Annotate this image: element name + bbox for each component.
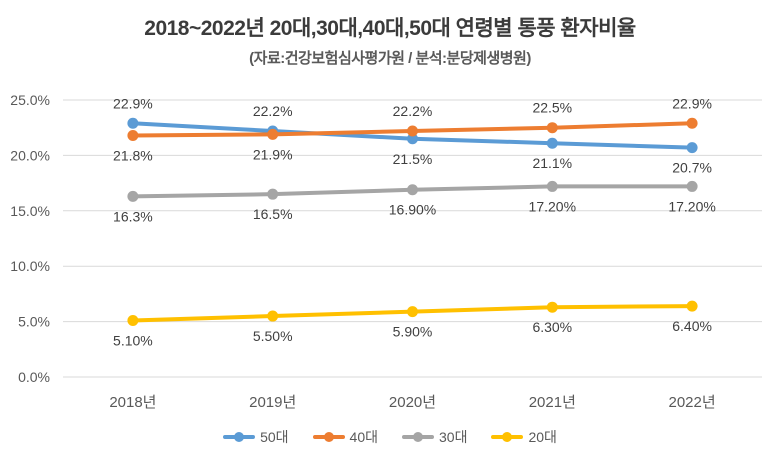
y-axis-tick-label: 10.0% (10, 258, 50, 274)
series-2-point (546, 180, 558, 192)
data-label-series-1: 22.2% (393, 103, 433, 119)
data-label-series-1: 22.9% (672, 95, 712, 111)
series-0-point (127, 117, 139, 129)
series-0-point (407, 133, 418, 145)
y-axis-tick-label: 5.0% (18, 314, 50, 330)
legend-label: 50대 (260, 429, 289, 445)
legend-item-0: 50대 (223, 427, 289, 447)
data-label-series-2: 17.20% (529, 198, 576, 214)
data-label-series-0: 21.5% (393, 151, 433, 167)
x-axis-tick-label: 2018년 (109, 394, 156, 411)
legend-line-dot-icon (312, 432, 345, 442)
legend-label: 40대 (349, 429, 378, 445)
y-axis-tick-label: 25.0% (10, 92, 50, 108)
data-label-series-1: 21.8% (113, 147, 153, 163)
data-label-series-3: 5.50% (253, 328, 293, 344)
data-label-series-2: 16.5% (253, 206, 293, 222)
x-axis-tick-label: 2022년 (669, 394, 716, 411)
series-2-point (686, 180, 698, 192)
series-3-point (267, 310, 279, 322)
data-label-series-2: 17.20% (668, 198, 715, 214)
chart-title: 2018~2022년 20대,30대,40대,50대 연령별 통풍 환자비율 (144, 17, 636, 40)
data-label-series-1: 21.9% (253, 146, 293, 162)
x-axis-tick-label: 2020년 (389, 394, 436, 411)
data-label-series-2: 16.90% (389, 202, 436, 218)
series-1-point (546, 122, 558, 134)
series-2-point (127, 190, 139, 202)
series-2-point (407, 184, 418, 196)
legend-line-dot-icon (402, 432, 434, 442)
series-1-point (686, 117, 698, 129)
legend-line-dot-icon (491, 432, 524, 442)
data-label-series-0: 20.7% (672, 160, 712, 176)
legend: 50대 40대 30대 20대 (0, 424, 780, 450)
legend-item-3: 20대 (491, 427, 557, 447)
data-label-series-3: 6.40% (672, 318, 712, 334)
data-label-series-0: 22.9% (113, 95, 153, 111)
data-label-series-3: 6.30% (532, 319, 572, 335)
legend-item-1: 40대 (312, 427, 378, 447)
plot-area: 25.0% 20.0% 15.0% 10.0% 5.0% 0.0% 2018년 2019년 20… (10, 92, 762, 411)
series-1-point (127, 129, 139, 141)
series-1-point (267, 128, 279, 140)
y-axis-tick-label: 0.0% (18, 369, 50, 385)
series-2-point (267, 188, 279, 200)
legend-item-2: 30대 (402, 427, 467, 447)
data-label-series-3: 5.10% (113, 332, 153, 348)
series-3-point (127, 314, 139, 326)
series-3-point (686, 300, 698, 312)
chart-subtitle: (자료:건강보험심사평가원 / 분석:분당제생병원) (249, 50, 531, 67)
legend-label: 20대 (528, 429, 557, 445)
series-3-point (546, 301, 558, 313)
data-label-series-1: 22.5% (532, 100, 572, 116)
x-axis-tick-label: 2019년 (249, 394, 296, 411)
y-axis-tick-label: 20.0% (10, 147, 50, 163)
series-1-point (407, 125, 418, 137)
series-3-point (407, 306, 418, 318)
data-label-series-0: 22.2% (253, 103, 293, 119)
y-axis-tick-label: 15.0% (10, 203, 50, 219)
data-label-series-2: 16.3% (113, 208, 153, 224)
series-0-point (686, 142, 698, 154)
series-0-point (546, 137, 558, 149)
x-axis-tick-label: 2021년 (529, 394, 576, 411)
data-label-series-3: 5.90% (393, 324, 433, 340)
data-label-series-0: 21.1% (532, 155, 572, 171)
legend-line-dot-icon (223, 432, 256, 442)
legend-label: 30대 (439, 429, 468, 445)
